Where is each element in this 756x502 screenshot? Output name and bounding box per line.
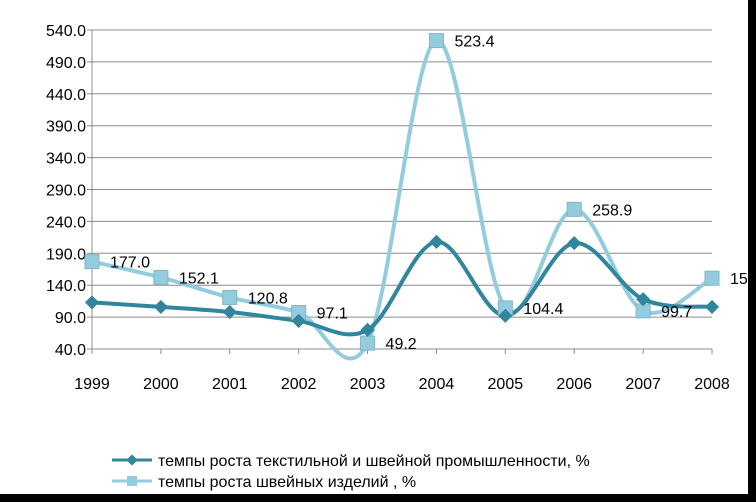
series-lines	[91, 38, 714, 361]
y-tick-label: 490.0	[46, 55, 86, 72]
data-labels: 177.0 152.1 120.8 97.1 49.2 523.4 104.4 258.9 99…	[110, 34, 748, 354]
series-markers	[84, 33, 720, 351]
marker-square	[84, 254, 100, 270]
data-label: 523.4	[454, 34, 494, 51]
x-tick-label: 2001	[212, 376, 248, 393]
marker-diamond	[291, 313, 306, 328]
y-tick-labels: 540.0 490.0 440.0 390.0 340.0 290.0 240.0 190.0…	[46, 23, 86, 359]
x-tick-label: 1999	[74, 376, 110, 393]
x-tick-labels: 1999 2000 2001 2002 2003 2004 2005 2006 2007 2008	[74, 376, 730, 393]
y-tick-label: 140.0	[46, 278, 86, 295]
marker-square	[566, 201, 582, 217]
y-tick-label: 440.0	[46, 87, 86, 104]
x-tick-label: 2008	[694, 376, 730, 393]
x-tick-label: 2007	[625, 376, 661, 393]
data-label: 150.9	[730, 271, 748, 288]
marker-square	[704, 270, 720, 286]
line-chart: 540.0 490.0 440.0 390.0 340.0 290.0 240.0 190.0…	[46, 23, 748, 491]
marker-diamond	[84, 295, 100, 310]
marker-diamond	[636, 292, 651, 307]
data-label: 177.0	[110, 255, 150, 272]
marker-diamond	[153, 299, 168, 314]
x-tick-label: 2000	[143, 376, 179, 393]
x-tick-label: 2004	[419, 376, 455, 393]
marker-square	[222, 289, 238, 305]
marker-diamond	[704, 299, 720, 314]
legend-item-garments: темпы роста швейных изделий , %	[112, 474, 416, 491]
legend: темпы роста текстильной и швейной промыш…	[112, 453, 590, 491]
data-label: 258.9	[592, 202, 632, 219]
y-tick-label: 540.0	[46, 23, 86, 40]
data-label: 99.7	[661, 304, 692, 321]
series-line-textile	[91, 239, 713, 337]
marker-diamond	[429, 234, 444, 249]
data-label: 97.1	[317, 306, 348, 323]
legend-marker-square	[127, 476, 137, 486]
data-label: 120.8	[248, 290, 288, 307]
chart-frame: 540.0 490.0 440.0 390.0 340.0 290.0 240.0 190.0…	[0, 0, 748, 494]
x-tick-label: 2002	[281, 376, 317, 393]
series-line-garments	[91, 38, 714, 361]
marker-square	[428, 33, 444, 49]
y-tick-label: 340.0	[46, 151, 86, 168]
y-tick-label: 190.0	[46, 246, 86, 263]
marker-square	[153, 269, 169, 285]
marker-diamond	[222, 304, 237, 320]
marker-square	[360, 335, 376, 351]
x-tick-label: 2005	[488, 376, 524, 393]
marker-diamond	[360, 322, 375, 337]
marker-diamond	[498, 308, 513, 323]
legend-label-textile: темпы роста текстильной и швейной промыш…	[158, 453, 590, 470]
data-label: 49.2	[386, 336, 417, 353]
data-label: 104.4	[523, 301, 563, 318]
legend-label-garments: темпы роста швейных изделий , %	[158, 474, 416, 491]
data-label: 152.1	[179, 270, 219, 287]
x-tick-label: 2003	[350, 376, 386, 393]
y-tick-label: 240.0	[46, 214, 86, 231]
y-tick-label: 390.0	[46, 119, 86, 136]
y-tick-label: 290.0	[46, 183, 86, 200]
legend-marker-diamond	[126, 454, 138, 466]
marker-diamond	[567, 236, 582, 251]
x-tick-label: 2006	[556, 376, 592, 393]
y-tick-label: 40.0	[55, 342, 86, 359]
legend-item-textile: темпы роста текстильной и швейной промыш…	[112, 453, 590, 470]
y-tick-label: 90.0	[55, 310, 86, 327]
